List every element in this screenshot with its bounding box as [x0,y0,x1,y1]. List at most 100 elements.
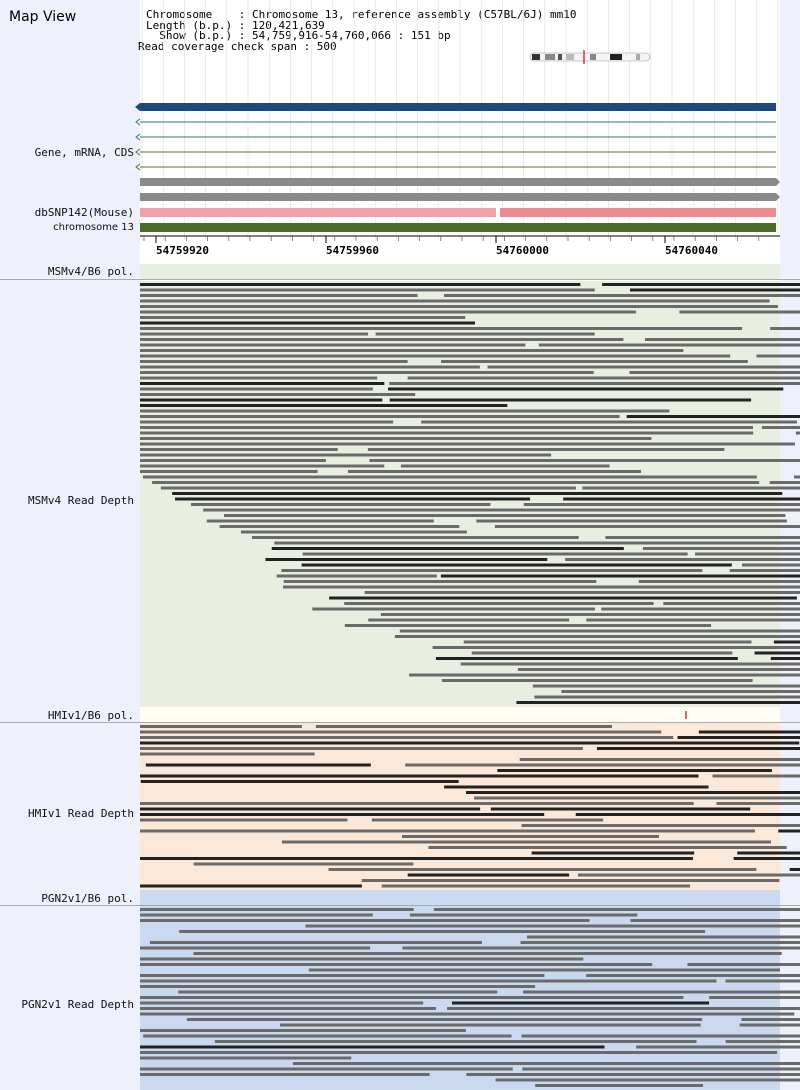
read-segment [140,913,373,917]
read-segment [140,398,383,402]
read-segment [447,1007,800,1010]
msm-read-depth-label[interactable]: MSMv4 Read Depth [28,494,134,507]
read-segment [495,1078,800,1082]
read-segment [224,514,786,517]
read-segment [596,747,800,750]
read-panel-background [140,723,780,890]
read-segment [709,996,800,999]
read-segment [474,796,800,800]
read-segment [636,1045,800,1049]
read-segment [601,607,800,611]
read-segment [140,360,408,363]
pgn-polymorphism-label[interactable]: PGN2v1/B6 pol. [41,892,134,905]
read-segment [140,1051,778,1054]
read-segment [361,879,780,882]
gene-bar [140,103,776,111]
read-segment [586,974,800,977]
read-segment [494,525,800,528]
right-margin [780,0,800,1090]
read-segment [281,569,703,572]
read-segment [582,486,800,490]
read-segment [741,1018,800,1021]
read-segment [644,338,800,341]
read-segment [577,873,800,877]
read-segment [521,1034,800,1038]
read-segment [140,310,636,314]
read-segment [629,371,800,374]
read-segment [565,558,800,561]
read-segment [687,963,800,966]
gene-track-label[interactable]: Gene, mRNA, CDS [34,146,134,159]
read-segment [140,747,583,750]
hmi-read-depth-label[interactable]: HMIv1 Read Depth [28,807,134,820]
read-segment [140,996,684,999]
read-segment [140,338,624,341]
msm-polymorphism-track [140,264,780,279]
show-range-info: Show (b.p.) : 54,759,916-54,760,066 : 15… [146,29,451,42]
read-segment [178,990,498,994]
ideogram-band [590,54,596,60]
read-segment [387,387,784,391]
read-segment [140,409,670,413]
cds-arrow-icon [135,163,141,171]
snp-bar [500,208,776,217]
read-segment [140,884,362,888]
read-segment [523,503,800,506]
pgn-read-depth-label[interactable]: PGN2v1 Read Depth [21,998,134,1011]
read-segment [526,935,800,939]
read-segment [642,547,800,550]
read-segment [490,807,751,811]
msm-polymorphism-label[interactable]: MSMv4/B6 pol. [47,265,134,278]
read-segment [381,884,691,888]
read-segment [140,459,326,462]
read-segment [172,492,783,495]
hmi-polymorphism-track [140,708,780,722]
read-segment [140,327,743,330]
read-segment [531,851,695,855]
read-segment [140,453,552,457]
read-segment [520,941,800,944]
chromosome-track-label[interactable]: chromosome 13 [53,222,134,233]
section-divider [0,905,800,906]
hmi-polymorphism-label[interactable]: HMIv1/B6 pol. [47,709,134,722]
read-segment [140,1056,352,1060]
read-segment [140,321,476,325]
read-segment [140,393,416,396]
mrna-arrow-icon [135,133,141,141]
section-divider [0,279,800,280]
read-segment [140,404,508,407]
read-segment [143,1034,512,1038]
read-segment [140,1045,605,1049]
read-segment [344,602,654,605]
read-segment [630,919,800,922]
read-segment [394,635,800,638]
read-segment [140,919,590,922]
read-segment [152,481,760,484]
read-segment [443,294,800,297]
read-segment [203,508,800,512]
read-segment [773,640,800,644]
read-segment [754,651,800,655]
read-segment [140,946,371,950]
read-segment [725,1040,800,1043]
read-segment [712,774,800,778]
read-segment [140,857,693,860]
chromosome-bar [140,223,776,232]
ideogram-band [532,54,540,60]
read-segment [460,662,800,666]
snp-track-label[interactable]: dbSNP142(Mouse) [34,206,134,219]
read-segment [516,701,800,704]
ideogram-band [558,54,562,60]
read-segment [276,574,437,578]
read-segment [140,974,545,977]
read-segment [140,387,373,391]
read-segment [497,769,772,772]
read-segment [435,657,738,660]
ideogram-band [545,54,555,60]
read-segment [756,354,800,358]
gene-model-arrow-icon [776,193,780,201]
read-segment [179,930,706,933]
label-panel [0,0,140,1090]
read-segment [737,851,800,855]
